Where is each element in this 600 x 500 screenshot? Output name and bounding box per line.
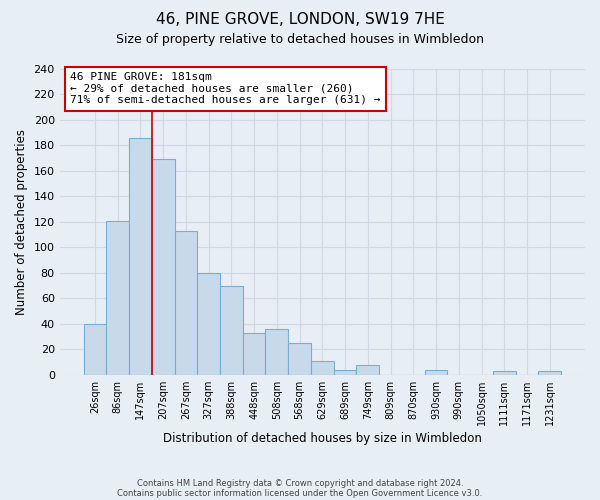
Bar bbox=[197, 273, 220, 375]
Bar bbox=[425, 370, 448, 375]
Bar bbox=[334, 370, 356, 375]
Text: Size of property relative to detached houses in Wimbledon: Size of property relative to detached ho… bbox=[116, 32, 484, 46]
Bar bbox=[129, 138, 152, 375]
Bar bbox=[220, 286, 243, 375]
Bar bbox=[152, 160, 175, 375]
Bar bbox=[175, 231, 197, 375]
Text: Contains HM Land Registry data © Crown copyright and database right 2024.: Contains HM Land Registry data © Crown c… bbox=[137, 478, 463, 488]
Bar bbox=[83, 324, 106, 375]
Bar bbox=[243, 333, 265, 375]
X-axis label: Distribution of detached houses by size in Wimbledon: Distribution of detached houses by size … bbox=[163, 432, 482, 445]
Bar bbox=[288, 343, 311, 375]
Bar bbox=[265, 329, 288, 375]
Text: 46 PINE GROVE: 181sqm
← 29% of detached houses are smaller (260)
71% of semi-det: 46 PINE GROVE: 181sqm ← 29% of detached … bbox=[70, 72, 380, 106]
Text: Contains public sector information licensed under the Open Government Licence v3: Contains public sector information licen… bbox=[118, 488, 482, 498]
Y-axis label: Number of detached properties: Number of detached properties bbox=[15, 129, 28, 315]
Bar bbox=[106, 220, 129, 375]
Bar bbox=[493, 371, 515, 375]
Bar bbox=[311, 361, 334, 375]
Bar bbox=[356, 364, 379, 375]
Bar bbox=[538, 371, 561, 375]
Text: 46, PINE GROVE, LONDON, SW19 7HE: 46, PINE GROVE, LONDON, SW19 7HE bbox=[155, 12, 445, 28]
